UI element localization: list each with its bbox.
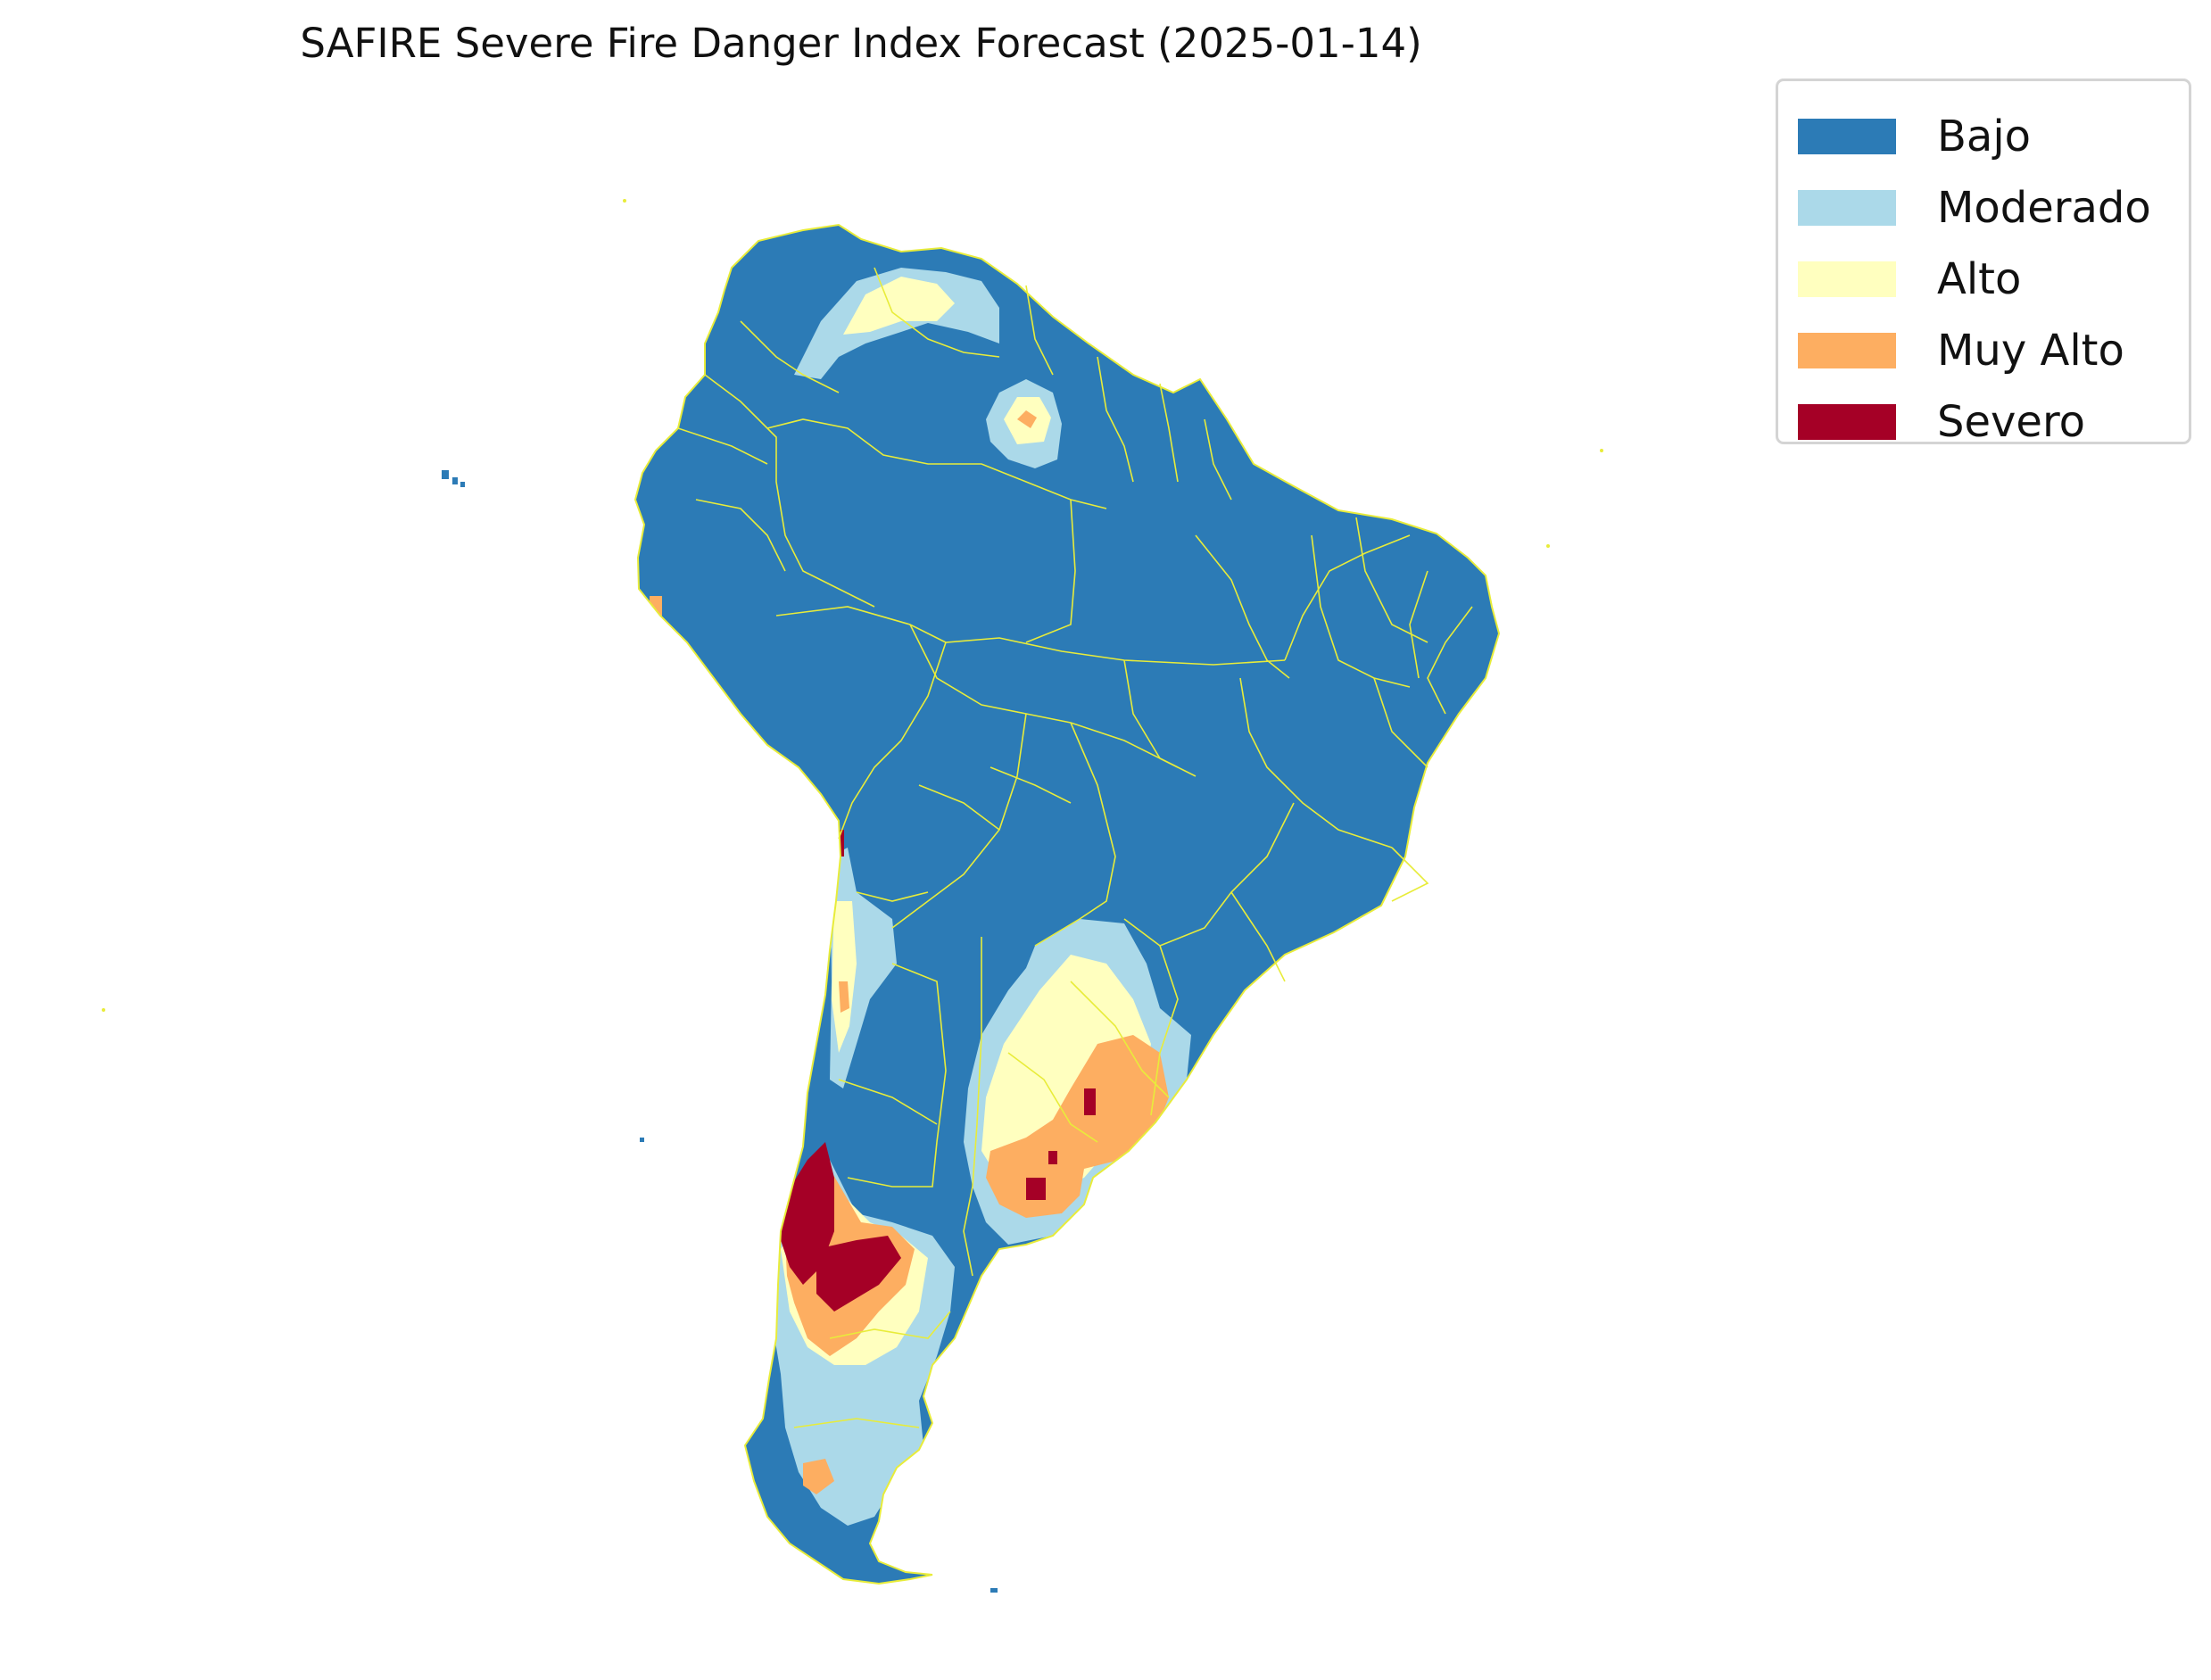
legend-item-bajo: Bajo xyxy=(1798,101,2189,172)
island-juan-fernandez xyxy=(640,1138,644,1142)
region-muyalto-laplata xyxy=(986,1035,1169,1218)
legend-label-moderado: Moderado xyxy=(1937,183,2151,233)
region-severo-laplata-2 xyxy=(1026,1178,1046,1200)
legend-label-alto: Alto xyxy=(1937,254,2022,304)
region-muyalto-chile-north xyxy=(839,981,849,1013)
map-title: SAFIRE Severe Fire Danger Index Forecast… xyxy=(300,20,1422,67)
legend: Bajo Moderado Alto Muy Alto Severo xyxy=(1776,79,2191,447)
legend-swatch-muy-alto xyxy=(1798,333,1896,368)
island-galapagos-3 xyxy=(460,482,465,487)
legend-item-severo: Severo xyxy=(1798,386,2189,458)
region-moderado-venezuela xyxy=(794,268,999,379)
legend-label-bajo: Bajo xyxy=(1937,112,2032,161)
legend-swatch-alto xyxy=(1798,261,1896,297)
legend-label-muy-alto: Muy Alto xyxy=(1937,326,2124,376)
region-bajo xyxy=(635,225,1499,1584)
region-alto-chile-north xyxy=(832,901,857,1053)
islands xyxy=(102,199,1603,1593)
region-severo-patagonia-central xyxy=(816,1236,901,1312)
island-south xyxy=(990,1588,998,1593)
island-galapagos-2 xyxy=(452,477,458,484)
region-muyalto-guiana xyxy=(1017,410,1037,428)
legend-item-muy-alto: Muy Alto xyxy=(1798,315,2189,386)
legend-item-moderado: Moderado xyxy=(1798,172,2189,244)
region-severo-laplata-1 xyxy=(1084,1088,1096,1115)
island-atlantic-1 xyxy=(1600,449,1603,452)
region-alto-venezuela xyxy=(843,277,955,335)
region-muyalto-south xyxy=(803,1459,834,1494)
island-atlantic-2 xyxy=(1546,544,1550,548)
legend-swatch-severo xyxy=(1798,404,1896,440)
coastline xyxy=(633,223,1501,1585)
fire-danger-regions xyxy=(635,225,1499,1584)
region-severo-laplata-3 xyxy=(1048,1151,1057,1164)
legend-label-severo: Severo xyxy=(1937,397,2085,447)
island-galapagos-1 xyxy=(442,470,449,479)
admin-boundaries xyxy=(677,267,1473,1428)
island-easter xyxy=(102,1008,105,1012)
legend-swatch-moderado xyxy=(1798,190,1896,226)
island-caribbean xyxy=(623,199,626,203)
legend-item-alto: Alto xyxy=(1798,244,2189,315)
legend-swatch-bajo xyxy=(1798,119,1896,154)
